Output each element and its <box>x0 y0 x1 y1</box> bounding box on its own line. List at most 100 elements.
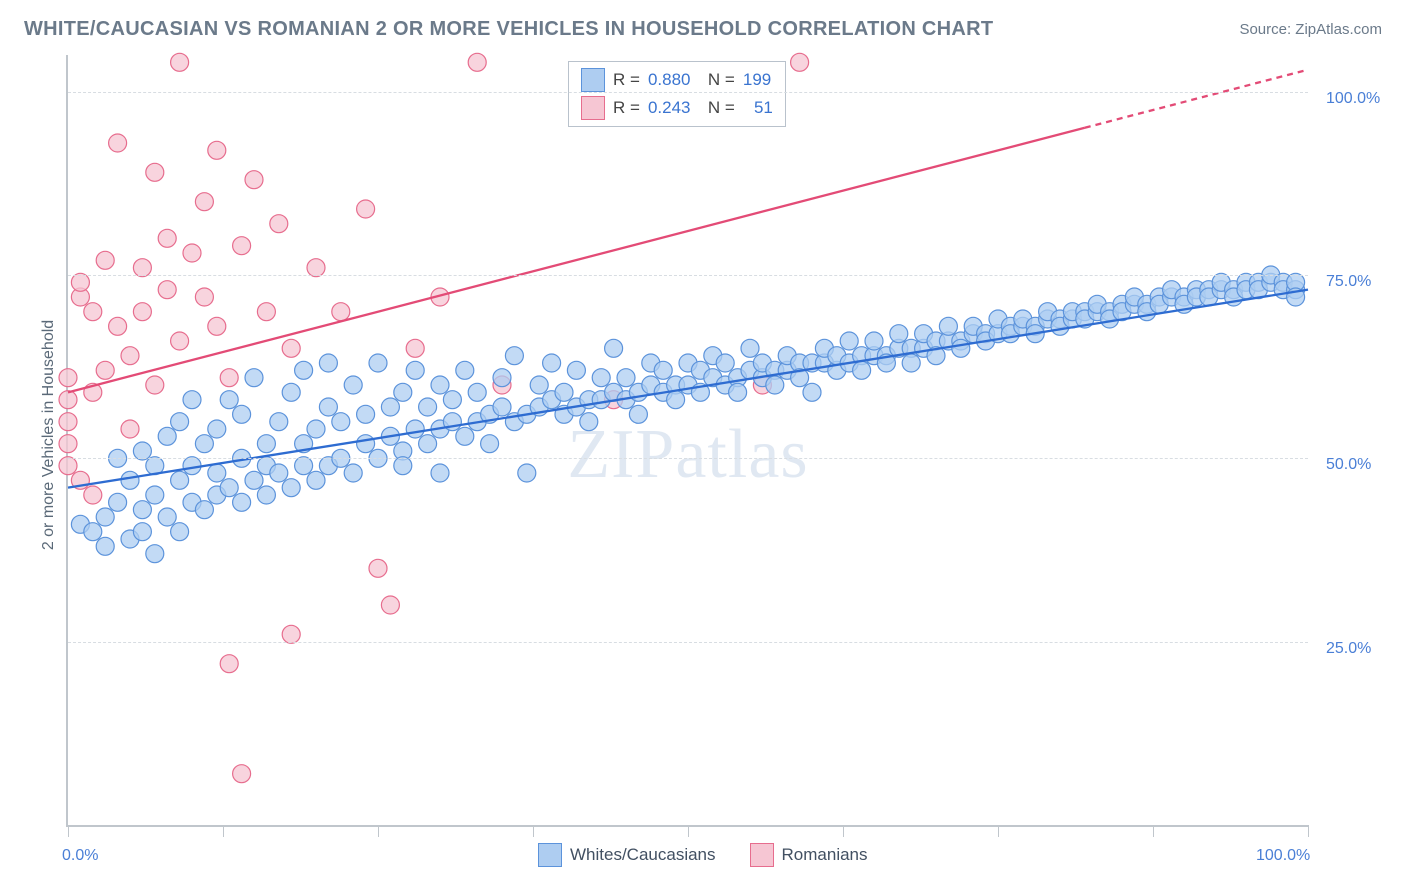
data-point <box>357 405 375 423</box>
data-point <box>456 361 474 379</box>
data-point <box>208 420 226 438</box>
chart-area: 2 or more Vehicles in Household ZIPatlas… <box>48 55 1348 825</box>
swatch-pink <box>581 96 605 120</box>
swatch-blue-2 <box>538 843 562 867</box>
data-point <box>270 413 288 431</box>
data-point <box>71 273 89 291</box>
data-point <box>220 391 238 409</box>
data-point <box>605 339 623 357</box>
data-point <box>59 391 77 409</box>
data-point <box>133 523 151 541</box>
data-point <box>171 413 189 431</box>
data-point <box>518 464 536 482</box>
data-point <box>766 376 784 394</box>
correlation-row-2: R = 0.243 N = 51 <box>581 96 773 120</box>
data-point <box>369 354 387 372</box>
data-point <box>171 471 189 489</box>
data-point <box>245 369 263 387</box>
data-point <box>121 347 139 365</box>
data-point <box>357 200 375 218</box>
data-point <box>567 361 585 379</box>
regression-line-dashed <box>1085 70 1308 128</box>
data-point <box>803 383 821 401</box>
chart-title: WHITE/CAUCASIAN VS ROMANIAN 2 OR MORE VE… <box>24 18 993 41</box>
data-point <box>109 317 127 335</box>
data-point <box>146 163 164 181</box>
data-point <box>543 354 561 372</box>
data-point <box>195 435 213 453</box>
data-point <box>406 361 424 379</box>
data-point <box>295 457 313 475</box>
data-point <box>741 339 759 357</box>
data-point <box>357 435 375 453</box>
data-point <box>840 332 858 350</box>
data-point <box>344 464 362 482</box>
data-point <box>133 442 151 460</box>
data-point <box>208 317 226 335</box>
n-value-1: 199 <box>743 70 771 90</box>
data-point <box>109 134 127 152</box>
r-value-2: 0.243 <box>648 98 691 118</box>
data-point <box>59 413 77 431</box>
data-point <box>443 391 461 409</box>
y-tick-label: 25.0% <box>1326 640 1371 658</box>
data-point <box>394 457 412 475</box>
data-point <box>381 596 399 614</box>
data-point <box>257 435 275 453</box>
data-point <box>493 398 511 416</box>
data-point <box>555 383 573 401</box>
correlation-legend: R = 0.880 N = 199 R = 0.243 N = 51 <box>568 61 786 127</box>
data-point <box>890 325 908 343</box>
data-point <box>183 457 201 475</box>
plot-svg <box>68 55 1308 825</box>
data-point <box>853 361 871 379</box>
data-point <box>84 523 102 541</box>
data-point <box>233 405 251 423</box>
data-point <box>257 486 275 504</box>
data-point <box>468 53 486 71</box>
data-point <box>307 420 325 438</box>
data-point <box>208 141 226 159</box>
data-point <box>96 361 114 379</box>
data-point <box>344 376 362 394</box>
swatch-pink-2 <box>750 843 774 867</box>
data-point <box>319 398 337 416</box>
data-point <box>233 237 251 255</box>
data-point <box>208 464 226 482</box>
data-point <box>332 413 350 431</box>
data-point <box>865 332 883 350</box>
data-point <box>394 383 412 401</box>
data-point <box>530 376 548 394</box>
data-point <box>96 251 114 269</box>
data-point <box>406 339 424 357</box>
data-point <box>419 435 437 453</box>
correlation-row-1: R = 0.880 N = 199 <box>581 68 773 92</box>
data-point <box>580 413 598 431</box>
data-point <box>419 398 437 416</box>
data-point <box>505 347 523 365</box>
data-point <box>629 405 647 423</box>
source-label: Source: ZipAtlas.com <box>1239 21 1382 38</box>
legend-label-1: Whites/Caucasians <box>570 845 716 865</box>
data-point <box>220 655 238 673</box>
data-point <box>282 383 300 401</box>
data-point <box>220 479 238 497</box>
x-tick-label: 100.0% <box>1256 847 1310 865</box>
data-point <box>431 464 449 482</box>
data-point <box>716 354 734 372</box>
data-point <box>146 486 164 504</box>
data-point <box>133 303 151 321</box>
data-point <box>195 193 213 211</box>
data-point <box>307 471 325 489</box>
data-point <box>493 369 511 387</box>
data-point <box>195 501 213 519</box>
data-point <box>319 354 337 372</box>
data-point <box>270 215 288 233</box>
data-point <box>952 339 970 357</box>
data-point <box>592 369 610 387</box>
data-point <box>282 625 300 643</box>
data-point <box>59 457 77 475</box>
data-point <box>729 383 747 401</box>
data-point <box>481 435 499 453</box>
data-point <box>667 391 685 409</box>
